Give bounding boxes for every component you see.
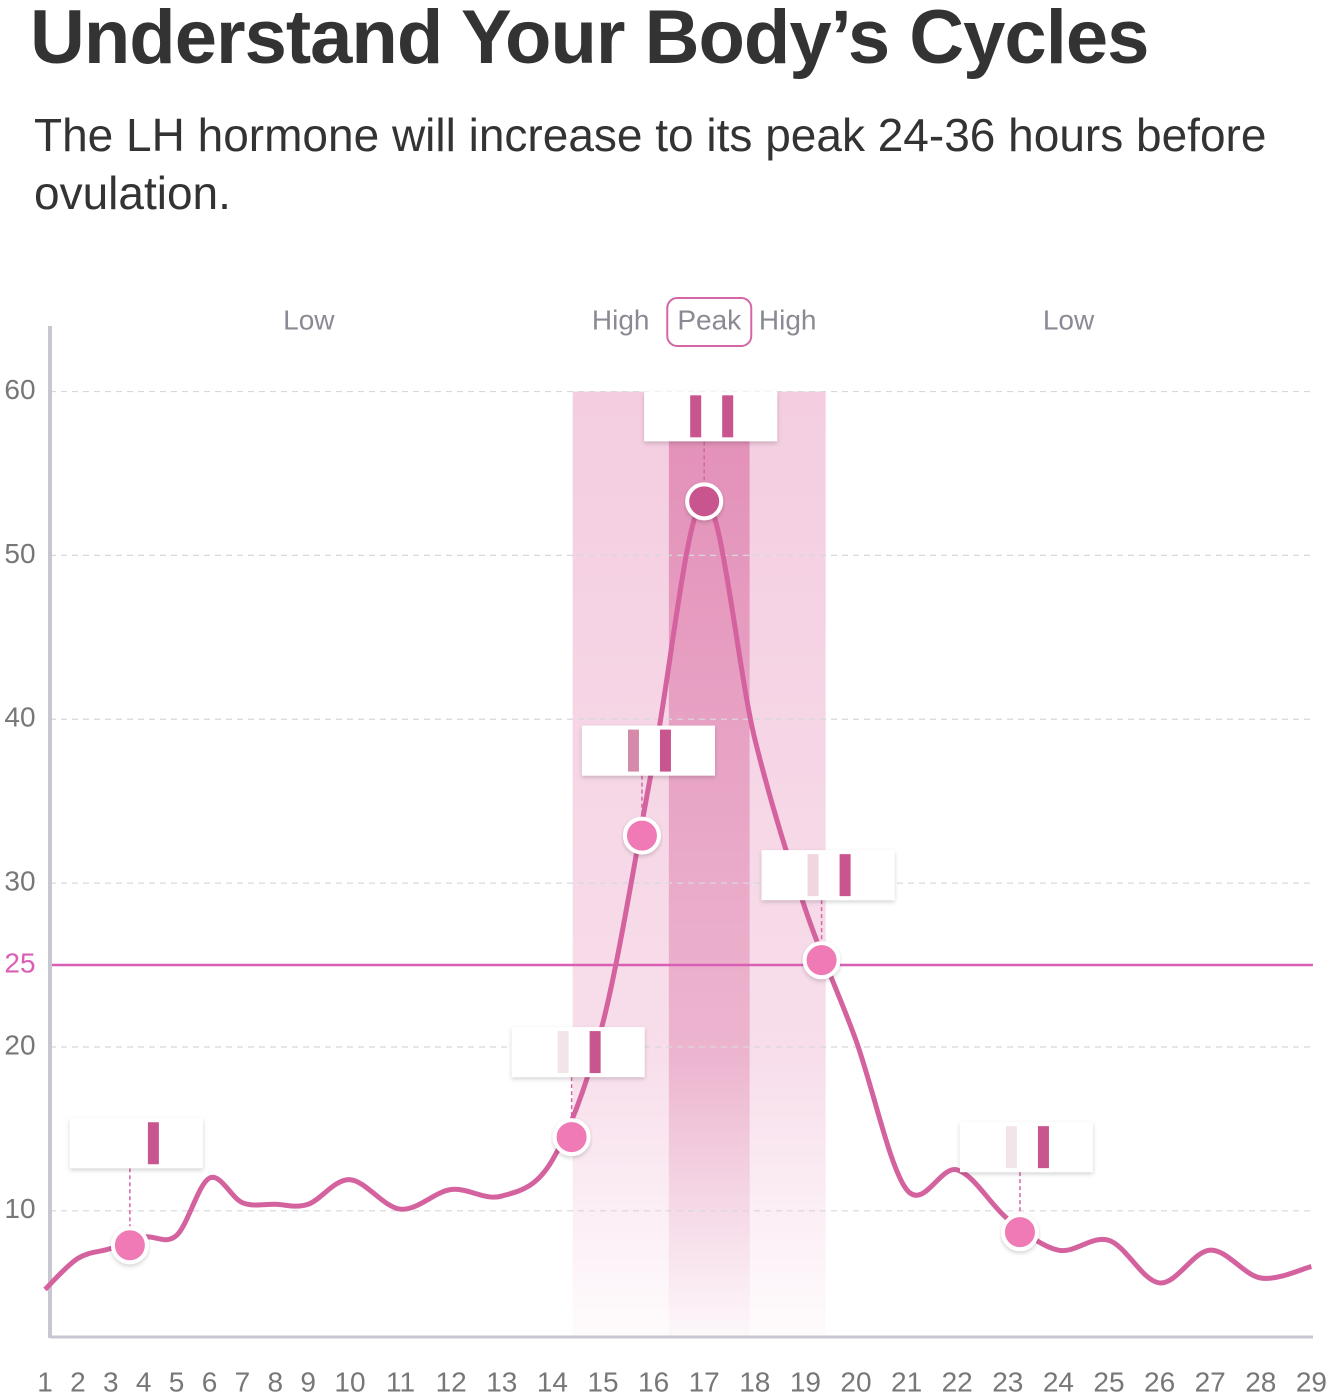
test-strip: [581, 725, 715, 776]
control-line: [589, 1031, 601, 1074]
control-line: [722, 395, 734, 438]
test-strip: [761, 850, 895, 901]
marker: [802, 941, 841, 980]
x-tick-label: 19: [790, 1366, 821, 1397]
test-line: [807, 854, 819, 897]
phase-label: High: [759, 304, 817, 335]
x-tick-label: 24: [1043, 1366, 1074, 1397]
x-tick-label: 21: [891, 1366, 922, 1397]
x-tick-label: 26: [1144, 1366, 1175, 1397]
x-tick-label: 13: [486, 1366, 517, 1397]
test-strip: [511, 1027, 645, 1078]
test-line: [627, 729, 639, 772]
marker: [1000, 1213, 1039, 1252]
x-tick-label: 7: [235, 1366, 251, 1397]
x-tick-label: 15: [587, 1366, 618, 1397]
phase-band: [668, 391, 750, 1337]
phase-label-box: [666, 297, 753, 347]
y-tick-label: 60: [4, 374, 35, 405]
control-line: [839, 854, 851, 897]
y-tick-label: 30: [4, 866, 35, 897]
x-tick-label: 6: [202, 1366, 218, 1397]
y-tick-label: 40: [4, 702, 35, 733]
phase-label: Peak: [677, 304, 742, 335]
x-tick-label: 28: [1245, 1366, 1276, 1397]
x-tick-label: 23: [992, 1366, 1023, 1397]
x-tick-label: 25: [1093, 1366, 1124, 1397]
x-tick-label: 20: [840, 1366, 871, 1397]
x-tick-label: 1: [37, 1366, 53, 1397]
test-line: [1005, 1126, 1017, 1169]
marker: [622, 816, 661, 855]
x-tick-label: 11: [386, 1366, 415, 1397]
test-line: [115, 1122, 127, 1165]
phase-label: Low: [283, 304, 335, 335]
title: Understand Your Body’s Cycles: [30, 0, 1149, 80]
x-tick-label: 10: [334, 1366, 365, 1397]
x-tick-label: 17: [689, 1366, 720, 1397]
phase-band: [572, 391, 669, 1337]
x-tick-label: 16: [638, 1366, 669, 1397]
x-tick-label: 22: [942, 1366, 973, 1397]
y-tick-label: 50: [4, 538, 35, 569]
x-tick-label: 29: [1296, 1366, 1327, 1397]
control-line: [147, 1122, 159, 1165]
test-strip: [69, 1118, 203, 1169]
test-strip: [959, 1122, 1093, 1173]
x-tick-label: 27: [1195, 1366, 1226, 1397]
x-tick-label: 9: [300, 1366, 316, 1397]
x-tick-label: 3: [103, 1366, 119, 1397]
test-strip: [644, 391, 778, 442]
subtitle: The LH hormone will increase to its peak…: [34, 109, 1267, 219]
marker: [685, 482, 724, 521]
x-tick-label: 12: [436, 1366, 467, 1397]
x-tick-label: 8: [268, 1366, 284, 1397]
y-tick-label: 10: [4, 1193, 35, 1224]
x-tick-label: 4: [136, 1366, 152, 1397]
x-tick-label: 2: [70, 1366, 86, 1397]
phase-label: Low: [1043, 304, 1095, 335]
control-line: [1037, 1126, 1049, 1169]
x-tick-label: 14: [537, 1366, 568, 1397]
x-tick-label: 5: [169, 1366, 185, 1397]
y-tick-label: 20: [4, 1029, 35, 1060]
control-line: [659, 729, 671, 772]
x-tick-label: 18: [739, 1366, 770, 1397]
threshold-label: 25: [4, 947, 35, 978]
marker: [110, 1226, 149, 1265]
test-line: [557, 1031, 569, 1074]
marker: [552, 1118, 591, 1157]
phase-label: High: [592, 304, 650, 335]
test-line: [690, 395, 702, 438]
